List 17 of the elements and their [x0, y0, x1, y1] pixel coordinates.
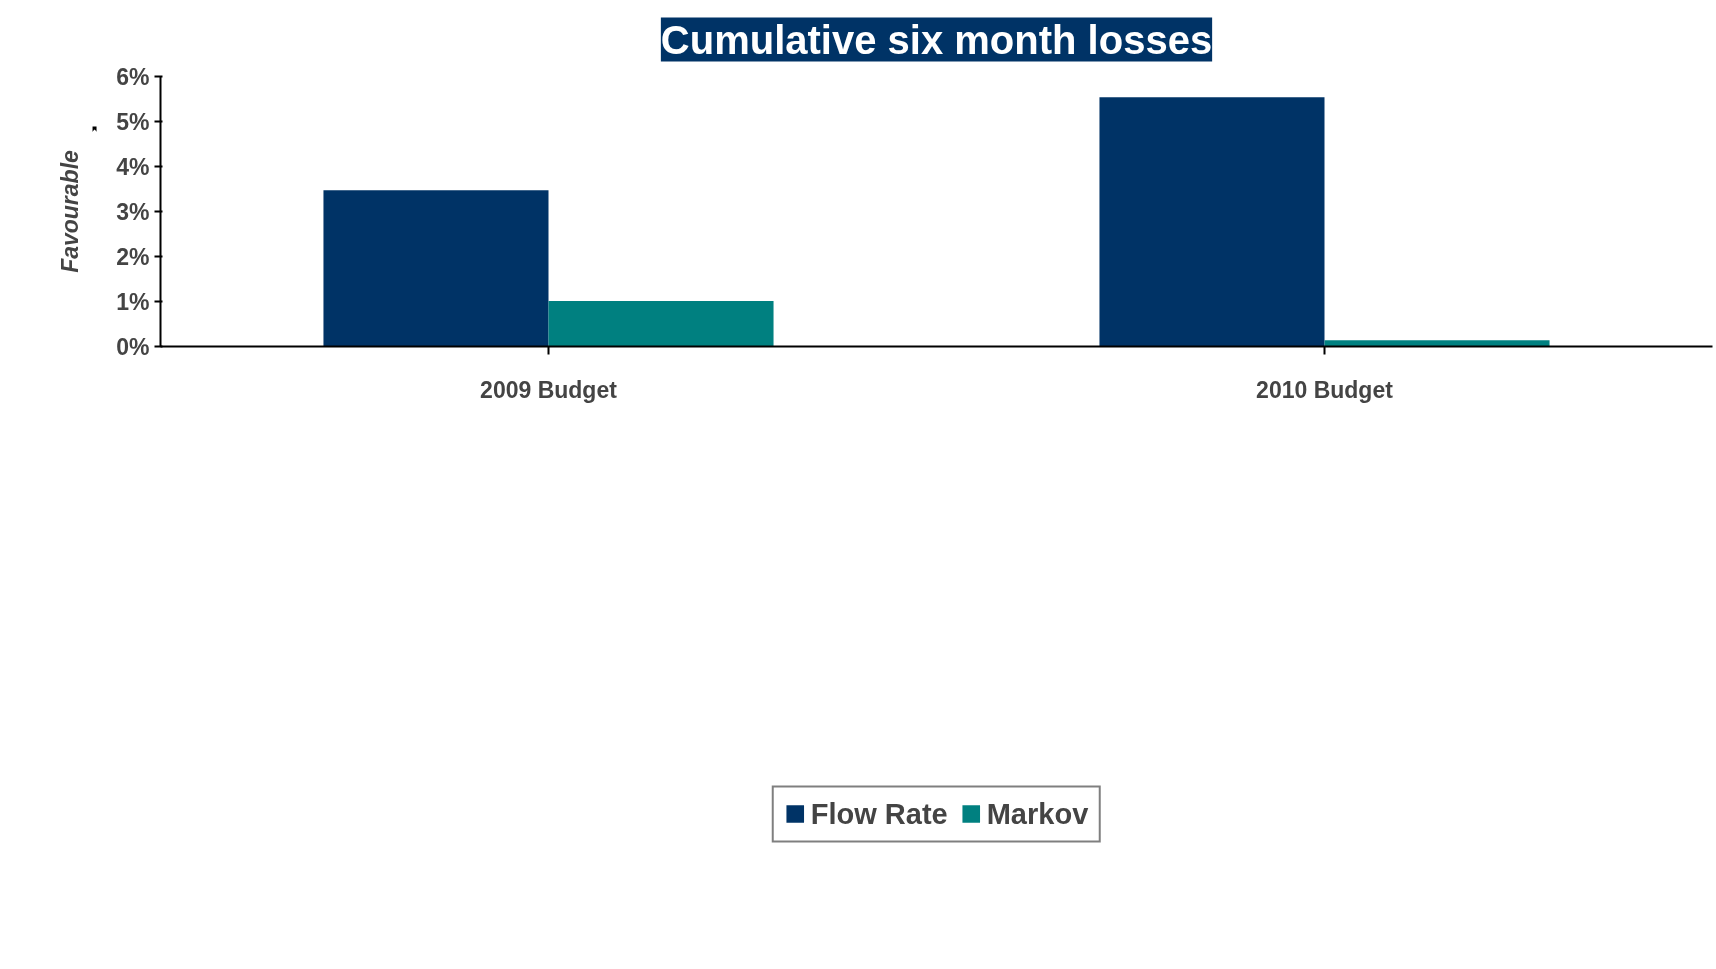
bar — [323, 190, 549, 347]
bar — [548, 301, 774, 347]
y-tick-label: 3% — [116, 198, 150, 225]
y-tick-label: 0% — [116, 333, 150, 360]
bar — [1099, 97, 1325, 347]
y-tick-label: 6% — [116, 63, 150, 90]
legend-label: Markov — [986, 797, 1089, 831]
x-tick-label: 2010 Budget — [1256, 376, 1394, 403]
y-axis-title: Favourable — [57, 149, 84, 273]
y-tick-label: 2% — [116, 243, 150, 270]
y-tick-label: 1% — [116, 288, 150, 315]
legend-label: Flow Rate — [810, 797, 948, 831]
bar — [1324, 340, 1550, 347]
y-tick-label: 4% — [116, 153, 150, 180]
x-tick-label: 2009 Budget — [480, 376, 618, 403]
y-tick-label: 5% — [116, 108, 150, 135]
chart-title: Cumulative six month losses — [660, 17, 1213, 62]
